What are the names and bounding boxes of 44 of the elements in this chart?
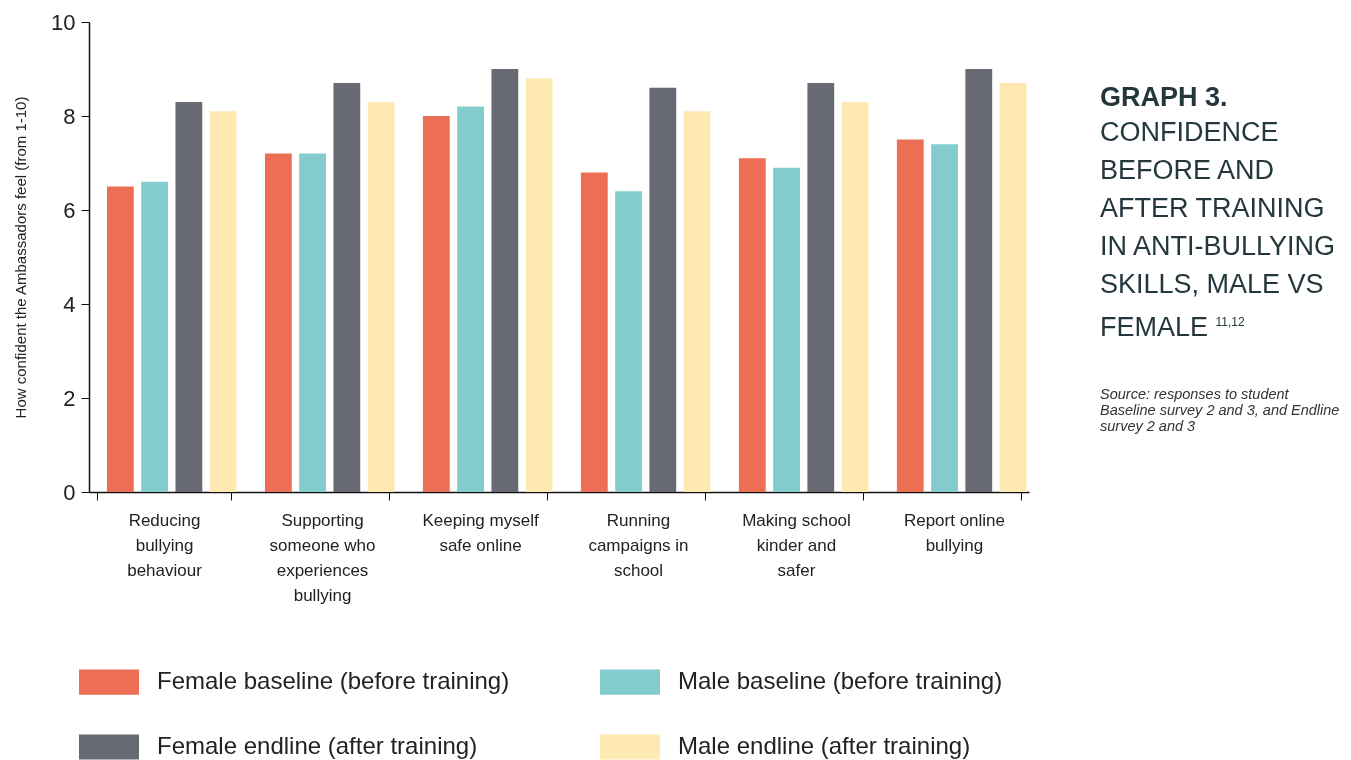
x-tick-label: Making school kinder and safer bbox=[742, 510, 851, 580]
y-tick-label: 2 bbox=[63, 385, 76, 411]
y-tick-label: 4 bbox=[63, 291, 76, 317]
y-axis-title: How confident the Ambassadors feel (from 1-10) bbox=[12, 96, 30, 419]
bar bbox=[209, 111, 237, 492]
y-tick-label: 8 bbox=[63, 103, 76, 129]
bar bbox=[367, 101, 395, 492]
legend-label: Male baseline (before training) bbox=[678, 667, 1003, 695]
bar bbox=[773, 167, 800, 492]
bar bbox=[264, 153, 292, 492]
x-tick-label: Report online bullying bbox=[903, 510, 1006, 555]
bar bbox=[491, 69, 519, 492]
bar bbox=[649, 87, 677, 492]
bar bbox=[422, 116, 450, 492]
bar bbox=[333, 83, 361, 492]
bar bbox=[931, 144, 958, 492]
bar bbox=[525, 78, 553, 492]
legend-label: Male endline (after training) bbox=[678, 732, 971, 759]
text: CONFIDENCE BEFORE AND AFTER TRAINING IN ANTI-BULLYING SKILLS, MALE VS FEMALE $^{11,12}$ bbox=[1100, 116, 1337, 344]
y-tick-label: 0 bbox=[63, 479, 76, 505]
bar bbox=[106, 186, 134, 492]
y-tick-label: 10 bbox=[51, 9, 76, 35]
legend-label: Female endline (after training) bbox=[157, 732, 478, 759]
x-tick-label: Supporting someone who experiences bullying bbox=[269, 510, 376, 605]
bar bbox=[299, 153, 326, 492]
bar bbox=[896, 139, 924, 492]
x-tick-label: Reducing bullying behaviour bbox=[127, 510, 203, 580]
bar bbox=[841, 101, 869, 492]
bar bbox=[807, 83, 835, 492]
bar bbox=[457, 106, 484, 492]
bar bbox=[683, 111, 711, 492]
bar bbox=[999, 83, 1027, 492]
legend-label: Female baseline (before training) bbox=[157, 667, 510, 695]
bar bbox=[615, 191, 642, 492]
bar bbox=[175, 101, 203, 492]
bar bbox=[965, 69, 993, 492]
bar bbox=[141, 181, 169, 492]
source-note: Source: responses to student Baseline survey 2 and 3, and Endline survey 2 and 3 bbox=[1100, 386, 1340, 434]
bar bbox=[738, 158, 766, 492]
text: GRAPH 3. bbox=[1100, 82, 1229, 113]
x-tick-label: Keeping myself safe online bbox=[422, 510, 539, 555]
y-tick-label: 6 bbox=[63, 197, 76, 223]
x-tick-label: Running campaigns in school bbox=[588, 510, 689, 580]
bar bbox=[580, 172, 608, 492]
